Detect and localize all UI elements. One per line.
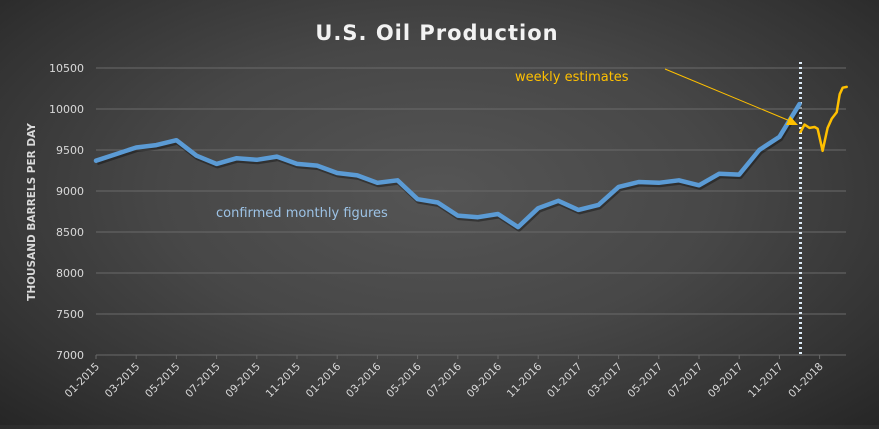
x-tick-label: 07-2016 [424, 360, 464, 400]
annotation-weekly-estimates: weekly estimates [515, 70, 629, 85]
chart-title: U.S. Oil Production [315, 21, 558, 45]
x-tick-label: 11-2015 [264, 361, 304, 401]
y-tick-label: 9500 [56, 144, 84, 157]
y-axis-label: THOUSAND BARRELS PER DAY [26, 123, 38, 301]
x-tick-label: 09-2017 [706, 361, 746, 401]
x-tick-label: 05-2017 [625, 361, 665, 401]
arrow-shaft [665, 69, 790, 121]
x-tick-label: 03-2015 [103, 361, 143, 401]
annotation-confirmed-monthly: confirmed monthly figures [216, 206, 388, 221]
y-tick-label: 7000 [56, 349, 84, 362]
x-tick-label: 01-2017 [545, 361, 585, 401]
y-tick-label: 9000 [56, 185, 84, 198]
x-tick-label: 03-2017 [585, 361, 625, 401]
x-tick-label: 01-2015 [63, 361, 103, 401]
y-tick-label: 8000 [56, 267, 84, 280]
x-tick-label: 11-2016 [505, 360, 545, 400]
y-tick-label: 8500 [56, 226, 84, 239]
x-tick-label: 01-2016 [304, 360, 344, 400]
x-tick-label: 03-2016 [344, 360, 384, 400]
series-line-monthly [96, 104, 800, 227]
x-tick-label: 09-2016 [465, 360, 505, 400]
x-tick-label: 07-2015 [183, 361, 223, 401]
y-tick-label: 10000 [49, 103, 84, 116]
x-tick-label: 05-2016 [384, 360, 424, 400]
x-tick-label: 05-2015 [143, 361, 183, 401]
annotation-arrow [665, 69, 798, 125]
y-tick-label: 7500 [56, 308, 84, 321]
series-layer [96, 62, 847, 355]
x-tick-label: 01-2018 [786, 361, 826, 401]
gridlines [96, 68, 846, 355]
x-tick-label: 09-2015 [223, 361, 263, 401]
x-tick-label: 11-2017 [746, 361, 786, 401]
series-line-weekly [801, 87, 847, 151]
y-axis-ticks: 7000 7500 8000 8500 9000 9500 10000 10500 [49, 62, 84, 362]
y-tick-label: 10500 [49, 62, 84, 75]
x-tick-label: 07-2017 [666, 361, 706, 401]
